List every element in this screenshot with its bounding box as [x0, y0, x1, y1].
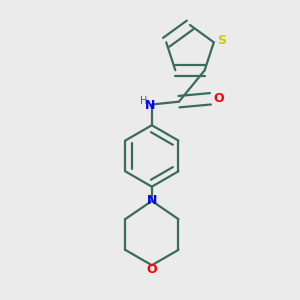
Text: N: N [145, 99, 156, 112]
Text: O: O [213, 92, 224, 105]
Text: H: H [140, 96, 148, 106]
Text: O: O [146, 263, 157, 276]
Text: S: S [217, 34, 226, 47]
Text: N: N [147, 194, 157, 207]
